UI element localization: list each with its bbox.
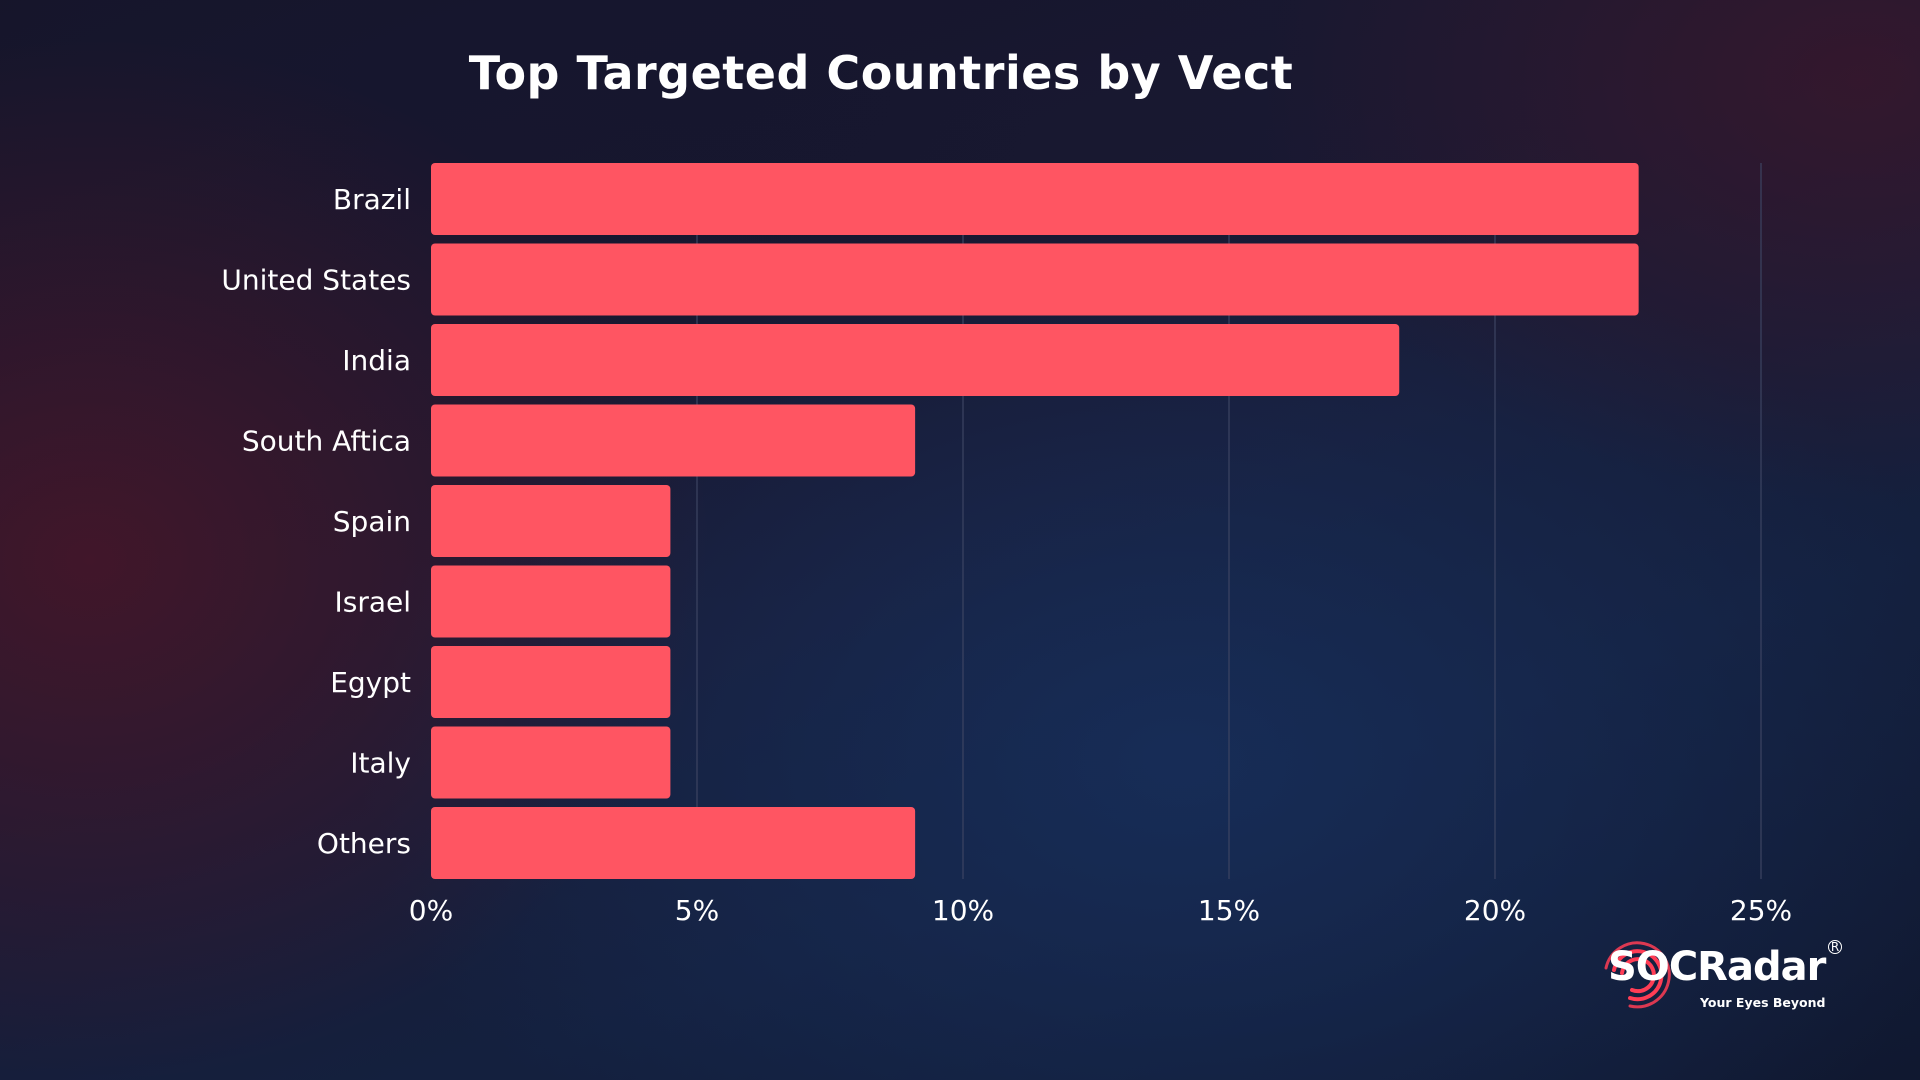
bar bbox=[431, 565, 671, 638]
x-tick-label: 20% bbox=[1464, 894, 1526, 927]
bar bbox=[431, 726, 671, 799]
category-label: Spain bbox=[333, 505, 411, 538]
bar bbox=[431, 646, 671, 718]
category-label: Egypt bbox=[330, 666, 411, 699]
radar-waves-icon bbox=[1604, 941, 1671, 1009]
category-label: India bbox=[342, 344, 411, 377]
category-label: United States bbox=[221, 264, 411, 297]
bar bbox=[431, 324, 1400, 396]
category-labels: Brazil United States India South Aftica Spai… bbox=[221, 183, 411, 860]
x-tick-label: 0% bbox=[409, 894, 453, 927]
x-tick-label: 10% bbox=[932, 894, 994, 927]
logo-brand-name: SOCRadar bbox=[1608, 944, 1826, 990]
x-tick-label: 5% bbox=[675, 894, 719, 927]
chart-title: Top Targeted Countries by Vect bbox=[468, 46, 1294, 100]
bar bbox=[431, 404, 916, 477]
bar bbox=[431, 163, 1639, 235]
category-label: Israel bbox=[334, 586, 411, 619]
logo-tagline: Your Eyes Beyond bbox=[1700, 995, 1826, 1010]
bar bbox=[431, 243, 1639, 316]
x-tick-labels: 0% 5% 10% 15% 20% 25% bbox=[409, 894, 1792, 927]
category-label: Others bbox=[317, 827, 411, 860]
category-label: Brazil bbox=[333, 183, 411, 216]
x-tick-label: 15% bbox=[1198, 894, 1260, 927]
category-label: Italy bbox=[350, 747, 411, 780]
x-tick-label: 25% bbox=[1730, 894, 1792, 927]
bar bbox=[431, 485, 671, 557]
registered-mark: R bbox=[1828, 940, 1842, 954]
bars bbox=[431, 163, 1639, 879]
socradar-logo: SOCRadar R Your Eyes Beyond bbox=[1600, 938, 1850, 1018]
category-label: South Aftica bbox=[242, 425, 411, 458]
bar bbox=[431, 807, 916, 879]
